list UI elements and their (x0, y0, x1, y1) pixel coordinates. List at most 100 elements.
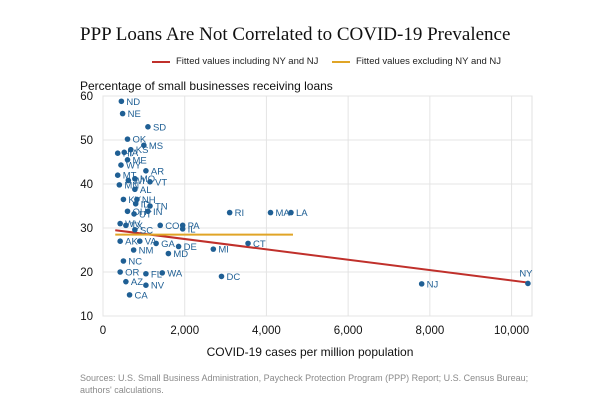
data-point-label: WI (133, 176, 145, 187)
y-tick-label: 20 (80, 267, 93, 279)
data-point (114, 172, 121, 178)
data-point-label: MS (149, 141, 163, 152)
data-point-label: OH (133, 207, 147, 218)
data-point-label: ME (133, 155, 147, 166)
y-axis-label: Percentage of small businesses receiving… (80, 79, 333, 93)
data-point (143, 270, 149, 277)
data-point (123, 222, 129, 229)
legend-label-including: Fitted values including NY and NJ (176, 56, 319, 67)
data-point (117, 220, 123, 227)
data-point (125, 177, 132, 184)
data-point-label: OR (125, 268, 139, 279)
legend-item-including: Fitted values including NY and NJ (152, 56, 318, 67)
data-point-label: CA (135, 290, 149, 301)
data-point (132, 186, 138, 193)
data-point (226, 209, 233, 216)
data-point-label: KS (136, 145, 149, 156)
data-point (130, 247, 137, 253)
data-point (124, 136, 131, 142)
data-point (210, 246, 217, 252)
x-tick-label: 0 (100, 325, 106, 337)
data-point (126, 292, 133, 298)
data-point (147, 179, 153, 185)
data-point-label: TN (155, 202, 168, 213)
data-point-label: LA (296, 208, 308, 219)
y-tick-label: 50 (80, 135, 93, 147)
data-point-label: MD (173, 249, 188, 260)
data-point-label: IL (188, 224, 196, 235)
fitted-line-including (115, 229, 529, 284)
y-tick-label: 60 (80, 91, 93, 103)
data-point-label: SC (140, 225, 153, 236)
data-point-label: VT (155, 177, 167, 188)
data-point (145, 208, 151, 215)
data-point (179, 226, 186, 232)
data-point-label: NH (142, 195, 156, 206)
data-point-label: TX (131, 221, 144, 232)
x-tick-label: 8,000 (415, 325, 444, 337)
data-point-label: NY (519, 268, 533, 279)
data-point (288, 209, 294, 216)
data-point (143, 282, 149, 289)
data-point-label: DE (184, 242, 197, 253)
data-point-label: KY (128, 195, 141, 206)
data-point (267, 209, 274, 216)
data-point-label: VA (145, 237, 158, 248)
legend-swatch-including (152, 60, 170, 63)
data-point (121, 149, 128, 156)
data-point (132, 226, 138, 233)
legend-item-excluding: Fitted values excluding NY and NJ (332, 56, 501, 67)
data-point-label: CO (165, 221, 179, 232)
data-point-label: PA (188, 221, 201, 232)
data-point-label: MN (124, 180, 139, 191)
y-tick-label: 40 (80, 179, 93, 191)
data-point (124, 208, 131, 215)
data-point-label: RI (235, 208, 245, 219)
data-point (118, 162, 124, 168)
data-point-label: FL (151, 269, 162, 280)
data-point (141, 142, 147, 149)
data-point-label: MO (140, 174, 155, 185)
x-tick-label: 4,000 (252, 325, 281, 337)
data-point-label: UT (139, 209, 152, 220)
data-point (123, 278, 129, 285)
data-point-label: ND (126, 97, 140, 108)
data-point (136, 238, 143, 244)
legend-swatch-excluding (332, 60, 350, 63)
data-point-label: GA (161, 239, 175, 250)
data-point (119, 110, 126, 117)
data-point-label: AL (140, 185, 152, 196)
data-point-label: IN (153, 207, 163, 218)
data-point (143, 168, 149, 174)
data-point-label: DC (226, 272, 240, 283)
data-point-label: NV (151, 281, 165, 292)
chart-title: PPP Loans Are Not Correlated to COVID-19… (80, 24, 511, 45)
data-point-label: WY (126, 161, 142, 172)
data-point (120, 258, 127, 264)
data-point-label: CT (253, 239, 266, 250)
data-point (165, 250, 172, 257)
data-point (157, 222, 163, 229)
data-point-label: AR (151, 166, 164, 177)
data-point (159, 270, 166, 276)
y-tick-label: 30 (80, 223, 93, 235)
data-point (525, 280, 531, 287)
data-point (117, 238, 123, 244)
x-tick-label: 10,000 (494, 325, 529, 337)
y-tick-label: 10 (80, 311, 93, 323)
data-point (175, 243, 182, 250)
data-point (132, 175, 138, 182)
data-point-label: MA (276, 208, 291, 219)
data-point-label: MT (123, 171, 137, 182)
data-point (153, 240, 159, 247)
data-point-label: SD (153, 122, 166, 133)
data-point-label: HI (123, 149, 133, 160)
data-point-label: ID (141, 199, 151, 210)
data-point (134, 196, 140, 203)
legend-label-excluding: Fitted values excluding NY and NJ (356, 56, 502, 67)
data-point (218, 273, 225, 280)
data-point (116, 182, 123, 188)
data-point (131, 211, 137, 217)
x-axis-label: COVID-19 cases per million population (206, 345, 414, 359)
